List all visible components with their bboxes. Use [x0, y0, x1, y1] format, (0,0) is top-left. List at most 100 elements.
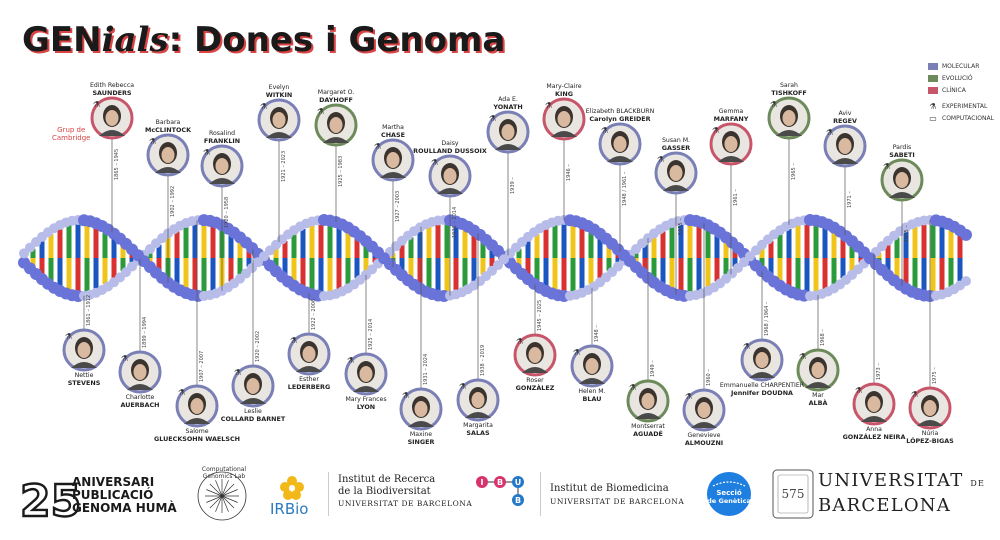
anniv-line2: PUBLICACIÓ: [72, 488, 154, 502]
helix-backbone: [366, 240, 378, 253]
helix-backbone: [354, 230, 366, 243]
helix-rung: [246, 258, 252, 267]
rosette-spoke: [221, 495, 235, 509]
helix-backbone: [769, 229, 779, 240]
helix-backbone: [781, 221, 791, 232]
helix-rung: [120, 258, 126, 271]
helix-backbone: [294, 283, 306, 296]
helix-backbone: [211, 288, 221, 299]
helix-backbone: [955, 280, 965, 291]
helix-backbone: [408, 278, 420, 291]
helix-backbone: [96, 219, 108, 232]
helix-backbone: [715, 278, 725, 289]
helix-backbone: [276, 270, 288, 283]
helix-backbone: [271, 239, 281, 250]
scientist-portrait: ⚗: [823, 124, 867, 168]
helix-backbone: [624, 255, 636, 268]
helix-backbone: [145, 243, 155, 254]
helix-backbone: [43, 227, 53, 238]
scientist-portrait: ⚗: [767, 96, 811, 140]
helix-rung: [462, 229, 468, 258]
scientist-portrait: ⚗: [287, 332, 331, 376]
helix-rung: [606, 258, 612, 271]
scientist-last-name: LÓPEZ-BIGAS: [906, 436, 954, 445]
helix-backbone: [84, 215, 96, 228]
flask-icon: ⚗: [260, 102, 267, 111]
helix-backbone: [252, 247, 264, 260]
flask-icon: ⚗: [149, 137, 156, 146]
scientist-portrait: ⚗: [880, 158, 924, 202]
helix-backbone: [480, 233, 492, 246]
helix-rung: [516, 248, 522, 258]
helix-backbone: [313, 215, 323, 226]
helix-backbone: [876, 263, 888, 276]
scientist-portrait: ⚗: [314, 103, 358, 147]
scientist-years: 1927 – 2003: [395, 190, 401, 222]
scientist-name: Genevieve ALMOUZNI: [685, 432, 723, 447]
helix-backbone: [31, 237, 41, 248]
scientist-last-name: Jennifer DOUDNA: [730, 388, 794, 397]
helix-backbone: [462, 220, 474, 233]
cgl-label: Computational Genomics Lab: [201, 466, 247, 480]
helix-backbone: [36, 273, 48, 286]
helix-rung: [327, 258, 333, 292]
helix-backbone: [702, 219, 714, 232]
helix-backbone: [174, 284, 186, 297]
helix-rung: [435, 224, 441, 258]
helix-backbone: [487, 265, 497, 276]
helix-backbone: [697, 288, 707, 299]
helix-rung: [408, 237, 414, 258]
helix-rung: [210, 258, 216, 291]
helix-rung: [39, 240, 45, 258]
scientist-years: 1945 – 2025: [537, 299, 543, 331]
helix-backbone: [841, 274, 851, 285]
ibub-line2: UNIVERSITAT DE BARCELONA: [550, 497, 685, 506]
scientist-years: 1925 – 2014: [368, 318, 374, 350]
ibub-logo: I B U B: [476, 476, 524, 506]
helix-backbone: [691, 290, 701, 301]
helix-rung: [939, 225, 945, 258]
scientist-years: 1973 –: [876, 363, 882, 380]
helix-backbone: [732, 242, 744, 255]
helix-backbone: [565, 290, 575, 301]
helix-backbone: [379, 252, 389, 263]
scientist-portrait: ⚗: [570, 344, 614, 388]
scientist-years: 1865 – 1945: [114, 148, 120, 180]
scientist-first-name: Helen M.: [578, 388, 606, 395]
helix-backbone: [865, 252, 875, 263]
scientist-first-name: Sarah: [780, 82, 798, 89]
helix-rung: [570, 258, 576, 292]
helix-rung: [894, 237, 900, 258]
scientist-years: 1948 / 1961 –: [622, 171, 628, 206]
helix-rung: [30, 248, 36, 258]
helix-backbone: [66, 289, 78, 302]
helix-backbone: [642, 271, 654, 284]
scientist-name: Edith Rebecca SAUNDERS: [90, 82, 134, 97]
helix-backbone: [277, 234, 287, 245]
page-title: GENials: Dones i Genoma: [22, 20, 505, 60]
helix-rung: [363, 245, 369, 258]
scientist-last-name: AGUADÉ: [633, 429, 663, 438]
helix-backbone: [571, 289, 581, 300]
helix-rung: [750, 257, 756, 258]
helix-backbone: [810, 214, 822, 227]
helix-backbone: [355, 274, 365, 285]
legend-item-clinical: CLÍNICA: [928, 84, 994, 96]
helix-backbone: [792, 288, 804, 301]
helix-backbone: [307, 216, 317, 227]
helix-rung: [660, 258, 666, 285]
helix-rung: [264, 258, 270, 259]
scientist-years: 1920 – 1958: [224, 196, 230, 228]
helix-rung: [876, 252, 882, 258]
helix-rung: [201, 258, 207, 292]
helix-backbone: [378, 252, 390, 265]
ub-text: UNIVERSITAT DE BARCELONA: [818, 470, 985, 517]
helix-backbone: [919, 215, 929, 226]
helix-backbone: [120, 237, 132, 250]
scientist-name: Maxine SINGER: [408, 431, 435, 446]
helix-backbone: [492, 244, 504, 257]
flask-icon: ⚗: [516, 337, 523, 346]
helix-backbone: [49, 223, 59, 234]
helix-backbone: [151, 238, 161, 249]
helix-rung: [516, 258, 522, 268]
